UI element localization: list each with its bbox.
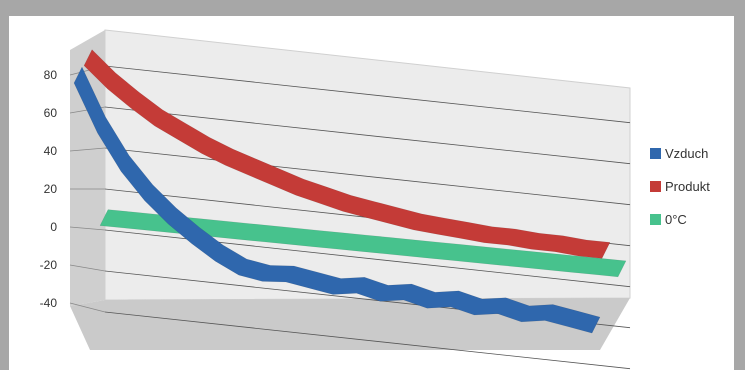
y-tick-label-4: 0 xyxy=(50,220,57,234)
legend-label-2: 0°C xyxy=(665,212,687,227)
legend-swatch-1 xyxy=(650,181,661,192)
legend-swatch-2 xyxy=(650,214,661,225)
y-tick-label-2: 40 xyxy=(44,144,58,158)
y-tick-label-3: 20 xyxy=(44,182,58,196)
legend-swatch-0 xyxy=(650,148,661,159)
y-tick-label-6: -40 xyxy=(40,296,58,310)
y-tick-label-5: -20 xyxy=(40,258,58,272)
y-tick-label-0: 80 xyxy=(44,68,58,82)
legend-label-1: Produkt xyxy=(665,179,710,194)
legend-label-0: Vzduch xyxy=(665,146,708,161)
y-tick-label-1: 60 xyxy=(44,106,58,120)
